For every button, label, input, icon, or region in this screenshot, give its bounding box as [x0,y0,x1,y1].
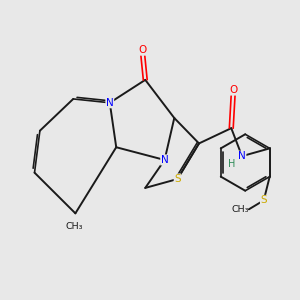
Text: O: O [138,45,146,55]
Text: CH₃: CH₃ [232,205,249,214]
Text: N: N [106,98,114,108]
Text: S: S [174,174,181,184]
Text: CH₃: CH₃ [65,222,82,231]
Text: N: N [238,151,246,161]
Text: O: O [229,85,238,95]
Text: S: S [260,195,267,206]
Text: N: N [161,155,169,165]
Text: H: H [228,160,235,170]
